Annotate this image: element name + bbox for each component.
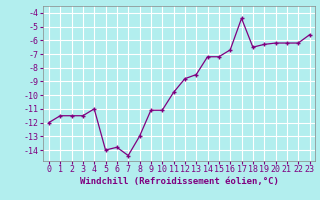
X-axis label: Windchill (Refroidissement éolien,°C): Windchill (Refroidissement éolien,°C) (80, 177, 279, 186)
